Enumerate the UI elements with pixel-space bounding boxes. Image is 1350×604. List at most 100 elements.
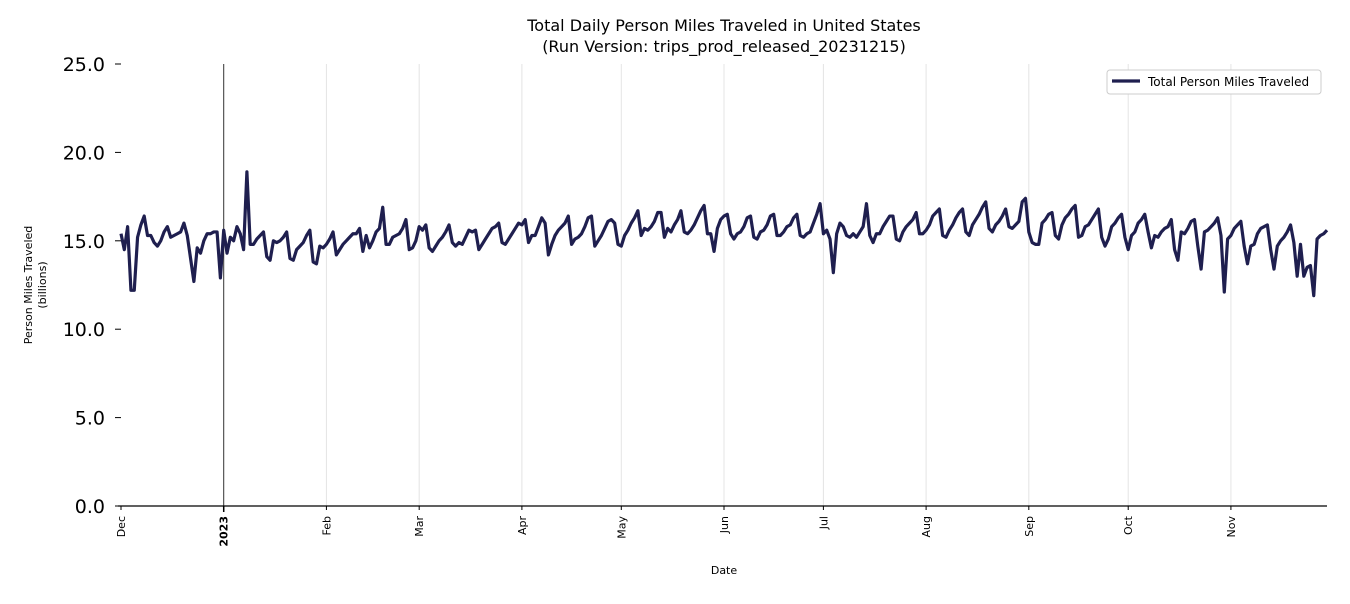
data-point bbox=[309, 229, 311, 231]
data-point bbox=[816, 213, 818, 215]
data-point bbox=[623, 234, 625, 236]
data-point bbox=[710, 233, 712, 235]
data-point bbox=[567, 215, 569, 217]
data-point bbox=[421, 229, 423, 231]
x-tick-label: Jul bbox=[817, 516, 830, 530]
data-point bbox=[537, 225, 539, 227]
data-point bbox=[922, 233, 924, 235]
data-point bbox=[918, 233, 920, 235]
data-point bbox=[1309, 264, 1311, 266]
data-point bbox=[617, 243, 619, 245]
data-point bbox=[879, 233, 881, 235]
data-point bbox=[1014, 224, 1016, 226]
data-point bbox=[753, 236, 755, 238]
data-point bbox=[176, 233, 178, 235]
data-point bbox=[640, 234, 642, 236]
data-point bbox=[882, 225, 884, 227]
data-point bbox=[938, 208, 940, 210]
data-point bbox=[491, 227, 493, 229]
data-point bbox=[597, 240, 599, 242]
data-point bbox=[1266, 224, 1268, 226]
data-point bbox=[733, 238, 735, 240]
data-point bbox=[985, 201, 987, 203]
data-point bbox=[637, 210, 639, 212]
chart-subtitle: (Run Version: trips_prod_released_202312… bbox=[542, 37, 906, 57]
data-point bbox=[693, 224, 695, 226]
data-point bbox=[1250, 245, 1252, 247]
data-point bbox=[600, 234, 602, 236]
data-point bbox=[819, 202, 821, 204]
data-point bbox=[806, 233, 808, 235]
data-point bbox=[448, 224, 450, 226]
data-point bbox=[521, 224, 523, 226]
x-tick-label: Dec bbox=[115, 516, 128, 537]
data-point bbox=[232, 240, 234, 242]
data-point bbox=[378, 227, 380, 229]
data-point bbox=[683, 231, 685, 233]
data-point bbox=[663, 236, 665, 238]
data-point bbox=[1279, 240, 1281, 242]
data-point bbox=[166, 225, 168, 227]
grid-lines bbox=[223, 64, 1232, 506]
data-point bbox=[627, 229, 629, 231]
data-point bbox=[451, 241, 453, 243]
data-point bbox=[418, 225, 420, 227]
data-point bbox=[826, 229, 828, 231]
data-point bbox=[888, 215, 890, 217]
data-point bbox=[292, 259, 294, 261]
y-tick-label: 15.0 bbox=[63, 231, 105, 253]
data-point bbox=[998, 220, 1000, 222]
data-point bbox=[196, 247, 198, 249]
data-point bbox=[365, 234, 367, 236]
data-point bbox=[498, 222, 500, 224]
legend-frame bbox=[1106, 69, 1322, 95]
y-tick-label: 5.0 bbox=[75, 408, 105, 430]
data-point bbox=[875, 233, 877, 235]
data-point bbox=[885, 220, 887, 222]
data-point bbox=[405, 218, 407, 220]
data-point bbox=[1193, 218, 1195, 220]
data-point bbox=[613, 222, 615, 224]
data-point bbox=[673, 224, 675, 226]
data-point bbox=[272, 240, 274, 242]
data-point bbox=[315, 263, 317, 265]
data-point bbox=[411, 247, 413, 249]
data-point bbox=[1296, 275, 1298, 277]
data-point bbox=[1273, 268, 1275, 270]
data-point bbox=[1150, 247, 1152, 249]
data-point bbox=[1233, 227, 1235, 229]
data-point bbox=[584, 225, 586, 227]
data-point bbox=[839, 222, 841, 224]
data-point bbox=[941, 234, 943, 236]
data-point bbox=[133, 289, 135, 291]
data-point bbox=[1034, 243, 1036, 245]
legend[interactable]: Total Person Miles Traveled bbox=[1106, 69, 1322, 95]
data-point bbox=[1230, 234, 1232, 236]
data-point bbox=[971, 224, 973, 226]
data-point bbox=[1091, 218, 1093, 220]
data-point bbox=[206, 233, 208, 235]
data-point bbox=[1170, 218, 1172, 220]
data-point bbox=[345, 240, 347, 242]
data-point bbox=[968, 234, 970, 236]
data-point bbox=[1011, 227, 1013, 229]
data-point bbox=[842, 225, 844, 227]
data-point bbox=[1154, 234, 1156, 236]
data-point bbox=[527, 241, 529, 243]
data-point bbox=[342, 243, 344, 245]
data-point bbox=[1220, 234, 1222, 236]
data-point bbox=[1180, 231, 1182, 233]
data-point bbox=[186, 234, 188, 236]
data-point bbox=[988, 227, 990, 229]
data-point bbox=[1283, 236, 1285, 238]
data-point bbox=[1038, 243, 1040, 245]
data-point bbox=[285, 231, 287, 233]
data-point bbox=[1047, 213, 1049, 215]
data-point bbox=[630, 222, 632, 224]
data-point bbox=[1001, 215, 1003, 217]
data-point bbox=[832, 271, 834, 273]
data-point bbox=[739, 231, 741, 233]
data-point bbox=[706, 233, 708, 235]
data-point bbox=[759, 231, 761, 233]
x-tick-label: Mar bbox=[413, 516, 426, 537]
